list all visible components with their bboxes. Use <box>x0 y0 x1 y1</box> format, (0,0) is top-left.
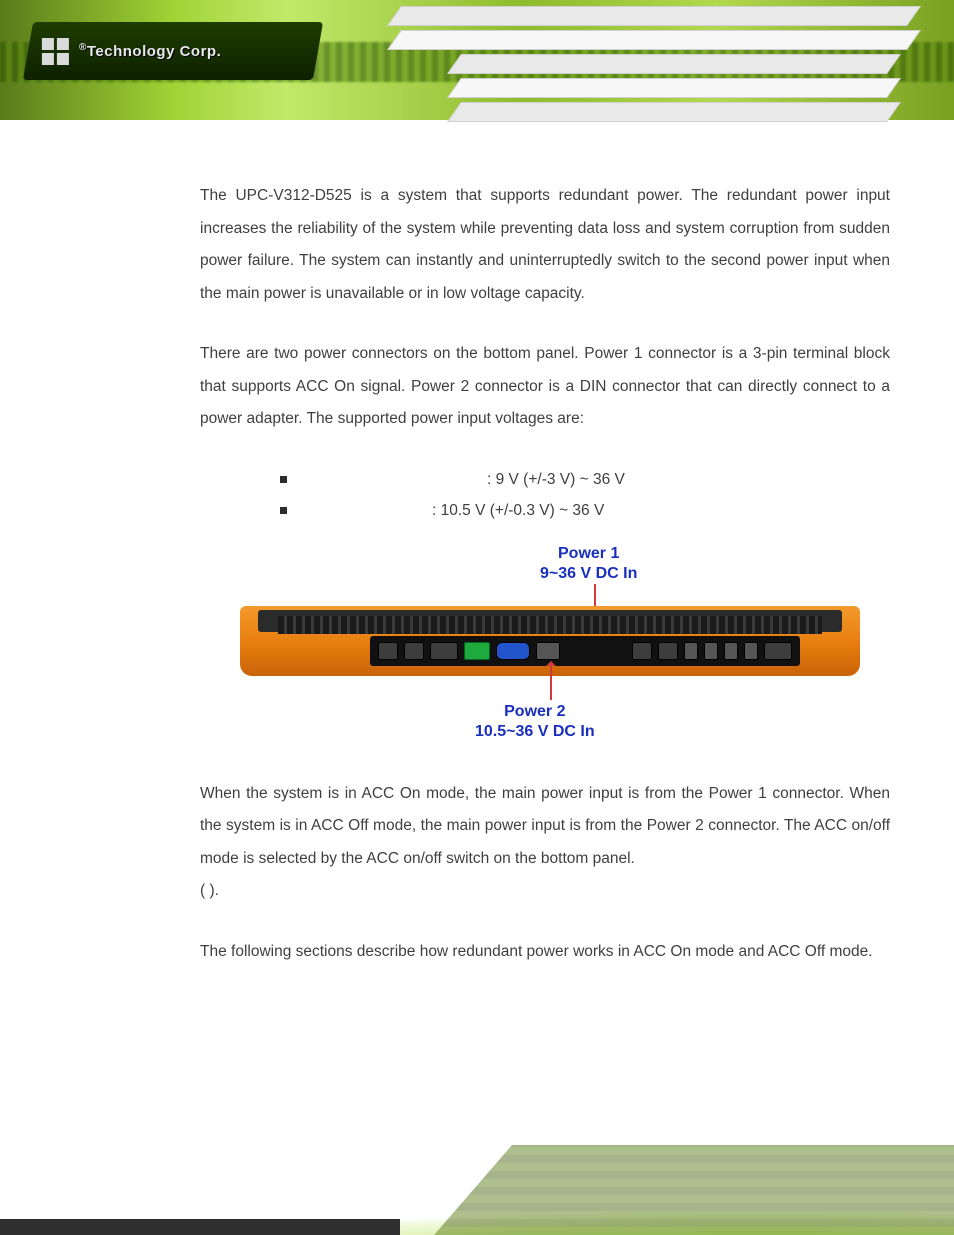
usb-port-icon <box>684 642 698 660</box>
page-footer-banner <box>0 1100 954 1235</box>
bullet-item-power1: : 9 V (+/-3 V) ~ 36 V <box>280 464 890 495</box>
paragraph-intro: The UPC-V312-D525 is a system that suppo… <box>200 180 890 310</box>
paragraph-connectors: There are two power connectors on the bo… <box>200 338 890 436</box>
header-slash <box>447 102 901 122</box>
bullet-item-power2: : 10.5 V (+/-0.3 V) ~ 36 V <box>280 495 890 526</box>
callout-subtitle: 9~36 V DC In <box>540 564 637 584</box>
heatsink-fins <box>278 616 822 634</box>
power-connector-figure: Power 1 9~36 V DC In <box>200 544 890 744</box>
callout-title: Power 2 <box>475 702 595 722</box>
registered-symbol: ® <box>79 42 87 53</box>
bullet-square-icon <box>280 507 287 514</box>
bullet-value: : 9 V (+/-3 V) ~ 36 V <box>487 464 625 495</box>
header-slash <box>387 6 921 26</box>
callout-subtitle: 10.5~36 V DC In <box>475 722 595 742</box>
paragraph-acc-mode-ref: ( ). <box>200 875 890 908</box>
footer-dark-bar <box>0 1219 400 1235</box>
document-body: The UPC-V312-D525 is a system that suppo… <box>200 180 890 997</box>
header-slash <box>447 78 901 98</box>
header-slash-stack <box>394 6 914 126</box>
paragraph-following: The following sections describe how redu… <box>200 936 890 969</box>
logo-mark-icon <box>42 38 69 65</box>
header-slash <box>387 30 921 50</box>
footer-pcb-texture <box>434 1145 954 1235</box>
usb-port-icon <box>704 642 718 660</box>
brand-logo-text: ®Technology Corp. <box>79 42 221 60</box>
header-slash <box>447 54 901 74</box>
device-heatsink <box>258 610 842 632</box>
bullet-value: : 10.5 V (+/-0.3 V) ~ 36 V <box>432 495 604 526</box>
port-icon <box>764 642 792 660</box>
callout-label-power1: Power 1 9~36 V DC In <box>540 544 637 584</box>
port-icon <box>404 642 424 660</box>
usb-port-icon <box>744 642 758 660</box>
port-icon <box>378 642 398 660</box>
paragraph-acc-mode: When the system is in ACC On mode, the m… <box>200 778 890 876</box>
terminal-block-icon <box>464 642 490 660</box>
voltage-bullet-list: : 9 V (+/-3 V) ~ 36 V : 10.5 V (+/-0.3 V… <box>280 464 890 526</box>
port-icon <box>430 642 458 660</box>
callout-label-power2: Power 2 10.5~36 V DC In <box>475 702 595 742</box>
callout-leader-line <box>550 662 552 700</box>
port-icon <box>658 642 678 660</box>
brand-name: Technology Corp. <box>87 43 221 60</box>
callout-title: Power 1 <box>540 544 637 564</box>
brand-logo: ®Technology Corp. <box>23 22 323 80</box>
usb-port-icon <box>724 642 738 660</box>
device-io-panel <box>370 636 800 666</box>
bullet-square-icon <box>280 476 287 483</box>
page-header-banner: ®Technology Corp. <box>0 0 954 120</box>
vga-port-icon <box>496 642 530 660</box>
port-icon <box>632 642 652 660</box>
